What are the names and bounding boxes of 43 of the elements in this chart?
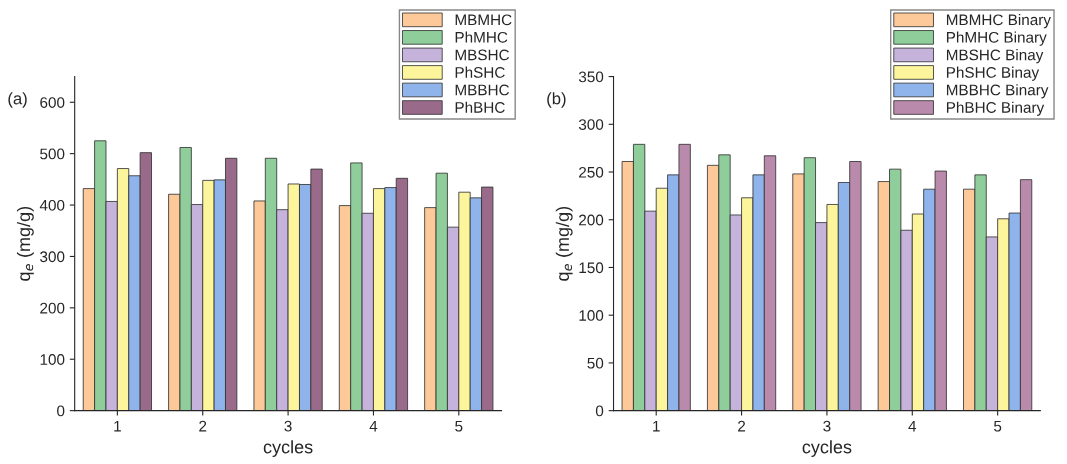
y-tick-label: 200 <box>579 214 604 226</box>
legend-label: PhSHC Binay <box>946 66 1040 81</box>
text: (b) <box>547 92 566 108</box>
legend-label: MBSHC <box>455 49 510 61</box>
x-tick-label: 5 <box>455 420 463 432</box>
y-tick-label: 400 <box>39 199 65 211</box>
y-tick-label: 600 <box>40 97 65 108</box>
legend-label: PhSHC <box>455 66 505 78</box>
y-tick-label: 300 <box>578 119 604 130</box>
legend-label: PhMHC Binary <box>946 31 1047 46</box>
x-tick-label: 3 <box>284 420 292 432</box>
y-tick-label: 150 <box>579 262 604 274</box>
y-axis-title: q$_{e}$ (mg/g) <box>555 206 573 281</box>
legend-label: PhBHC Binary <box>946 101 1045 116</box>
y-tick-label: 0 <box>595 405 604 417</box>
legend-label: MBMHC Binary <box>946 14 1051 29</box>
x-tick-label: 2 <box>738 420 746 432</box>
y-tick-label: 50 <box>587 357 604 369</box>
y-tick-label: 350 <box>578 71 604 83</box>
legend-label: MBBHC Binary <box>946 84 1049 99</box>
y-axis-title: q$_{e}$ (mg/g) <box>16 206 34 281</box>
legend-label: MBMHC <box>455 14 512 26</box>
text: (a) <box>8 92 27 108</box>
x-tick-label: 2 <box>199 420 207 432</box>
y-tick-label: 0 <box>57 405 65 417</box>
y-tick-label: 500 <box>40 148 65 160</box>
y-tick-label: 100 <box>40 354 65 365</box>
y-tick-label: 250 <box>579 166 604 178</box>
x-axis-title: cycles <box>802 440 852 457</box>
x-tick-label: 1 <box>653 420 660 432</box>
y-tick-label: 300 <box>40 251 65 263</box>
x-axis-title: cycles <box>263 440 313 457</box>
x-tick-label: 4 <box>369 420 378 432</box>
x-tick-label: 4 <box>908 420 917 432</box>
legend-label: PhBHC <box>455 101 505 113</box>
x-tick-label: 3 <box>823 420 831 432</box>
legend-label: MBSHC Binay <box>946 49 1044 64</box>
y-tick-label: 200 <box>40 302 65 314</box>
legend-label: MBBHC <box>455 84 510 96</box>
x-tick-label: 5 <box>994 420 1002 432</box>
legend-label: PhMHC <box>455 31 508 43</box>
y-tick-label: 100 <box>579 310 604 321</box>
x-tick-label: 1 <box>114 420 121 432</box>
